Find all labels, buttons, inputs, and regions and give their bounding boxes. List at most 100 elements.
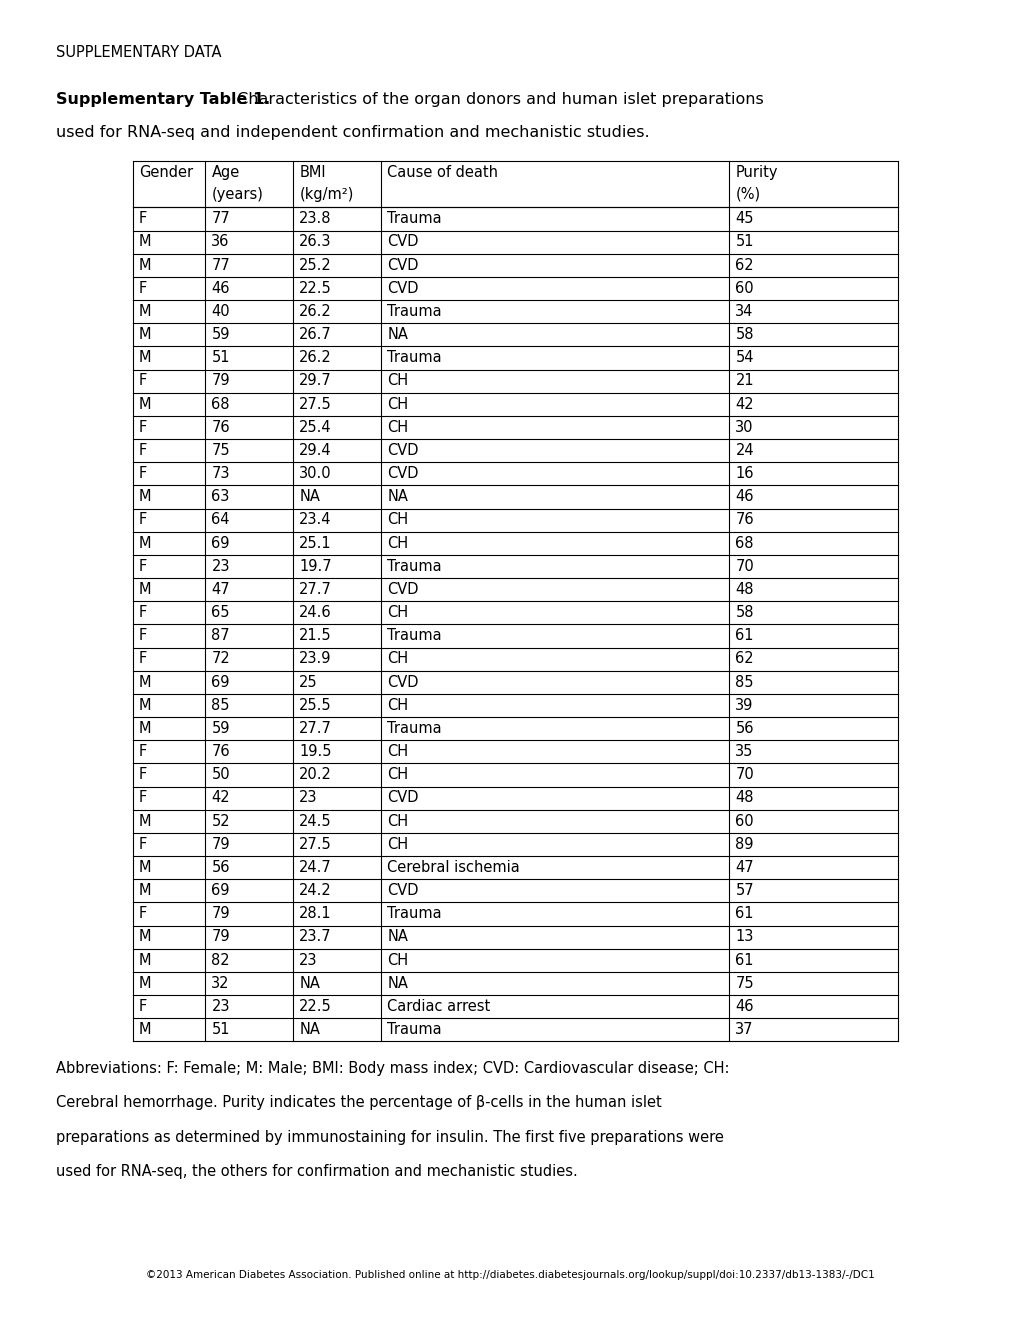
Text: 89: 89 bbox=[735, 837, 753, 851]
Text: 61: 61 bbox=[735, 953, 753, 968]
Text: CH: CH bbox=[387, 536, 408, 550]
Text: 59: 59 bbox=[211, 721, 229, 737]
Text: 24: 24 bbox=[735, 444, 753, 458]
Text: 21.5: 21.5 bbox=[300, 628, 331, 643]
Text: used for RNA-seq and independent confirmation and mechanistic studies.: used for RNA-seq and independent confirm… bbox=[56, 125, 649, 140]
Text: 85: 85 bbox=[211, 698, 229, 713]
Text: F: F bbox=[139, 512, 147, 528]
Text: 26.7: 26.7 bbox=[300, 327, 332, 342]
Text: F: F bbox=[139, 907, 147, 921]
Text: CH: CH bbox=[387, 396, 408, 412]
Text: 69: 69 bbox=[211, 536, 229, 550]
Text: 26.2: 26.2 bbox=[300, 350, 332, 366]
Text: 79: 79 bbox=[211, 929, 230, 945]
Text: 46: 46 bbox=[735, 490, 753, 504]
Text: CVD: CVD bbox=[387, 883, 419, 898]
Text: F: F bbox=[139, 837, 147, 851]
Text: F: F bbox=[139, 374, 147, 388]
Text: M: M bbox=[139, 350, 151, 366]
Text: M: M bbox=[139, 929, 151, 945]
Text: NA: NA bbox=[387, 327, 408, 342]
Text: 22.5: 22.5 bbox=[300, 999, 332, 1014]
Text: 23: 23 bbox=[300, 791, 318, 805]
Text: 23.7: 23.7 bbox=[300, 929, 331, 945]
Text: CH: CH bbox=[387, 374, 408, 388]
Text: 27.5: 27.5 bbox=[300, 396, 332, 412]
Text: Cerebral ischemia: Cerebral ischemia bbox=[387, 861, 520, 875]
Text: Trauma: Trauma bbox=[387, 304, 441, 319]
Text: NA: NA bbox=[300, 1022, 320, 1038]
Text: Purity: Purity bbox=[735, 165, 777, 180]
Text: 23: 23 bbox=[211, 558, 229, 574]
Text: 60: 60 bbox=[735, 813, 753, 829]
Text: used for RNA-seq, the others for confirmation and mechanistic studies.: used for RNA-seq, the others for confirm… bbox=[56, 1164, 578, 1179]
Text: NA: NA bbox=[300, 975, 320, 991]
Text: 51: 51 bbox=[211, 1022, 229, 1038]
Text: 61: 61 bbox=[735, 628, 753, 643]
Text: Trauma: Trauma bbox=[387, 907, 441, 921]
Text: 51: 51 bbox=[735, 235, 753, 249]
Text: 54: 54 bbox=[735, 350, 753, 366]
Text: CVD: CVD bbox=[387, 257, 419, 273]
Text: Cause of death: Cause of death bbox=[387, 165, 498, 180]
Text: (years): (years) bbox=[211, 187, 263, 202]
Text: CH: CH bbox=[387, 420, 408, 434]
Text: 62: 62 bbox=[735, 257, 753, 273]
Text: 22.5: 22.5 bbox=[300, 281, 332, 296]
Text: 75: 75 bbox=[211, 444, 230, 458]
Text: 77: 77 bbox=[211, 211, 230, 226]
Text: 76: 76 bbox=[211, 744, 230, 759]
Text: 58: 58 bbox=[735, 327, 753, 342]
Text: Abbreviations: F: Female; M: Male; BMI: Body mass index; CVD: Cardiovascular dis: Abbreviations: F: Female; M: Male; BMI: … bbox=[56, 1061, 729, 1076]
Text: 47: 47 bbox=[211, 582, 230, 597]
Text: F: F bbox=[139, 652, 147, 667]
Text: Cardiac arrest: Cardiac arrest bbox=[387, 999, 490, 1014]
Text: 35: 35 bbox=[735, 744, 753, 759]
Text: 58: 58 bbox=[735, 605, 753, 620]
Text: F: F bbox=[139, 420, 147, 434]
Text: 24.2: 24.2 bbox=[300, 883, 332, 898]
Text: 29.4: 29.4 bbox=[300, 444, 331, 458]
Text: CH: CH bbox=[387, 767, 408, 783]
Text: 79: 79 bbox=[211, 907, 230, 921]
Text: 50: 50 bbox=[211, 767, 230, 783]
Text: F: F bbox=[139, 211, 147, 226]
Text: 29.7: 29.7 bbox=[300, 374, 332, 388]
Text: F: F bbox=[139, 791, 147, 805]
Text: 26.3: 26.3 bbox=[300, 235, 331, 249]
Text: NA: NA bbox=[387, 929, 408, 945]
Text: M: M bbox=[139, 813, 151, 829]
Text: CVD: CVD bbox=[387, 444, 419, 458]
Text: M: M bbox=[139, 536, 151, 550]
Text: NA: NA bbox=[387, 975, 408, 991]
Text: F: F bbox=[139, 767, 147, 783]
Text: 76: 76 bbox=[735, 512, 753, 528]
Text: 85: 85 bbox=[735, 675, 753, 689]
Text: CH: CH bbox=[387, 512, 408, 528]
Text: CVD: CVD bbox=[387, 281, 419, 296]
Text: 19.5: 19.5 bbox=[300, 744, 331, 759]
Text: F: F bbox=[139, 444, 147, 458]
Text: 48: 48 bbox=[735, 582, 753, 597]
Text: 25.4: 25.4 bbox=[300, 420, 331, 434]
Text: 46: 46 bbox=[211, 281, 229, 296]
Text: 32: 32 bbox=[211, 975, 229, 991]
Text: Trauma: Trauma bbox=[387, 558, 441, 574]
Text: 47: 47 bbox=[735, 861, 753, 875]
Text: M: M bbox=[139, 304, 151, 319]
Text: M: M bbox=[139, 675, 151, 689]
Text: M: M bbox=[139, 953, 151, 968]
Text: 73: 73 bbox=[211, 466, 229, 482]
Text: F: F bbox=[139, 605, 147, 620]
Text: 42: 42 bbox=[211, 791, 230, 805]
Text: M: M bbox=[139, 975, 151, 991]
Text: CVD: CVD bbox=[387, 791, 419, 805]
Text: 27.5: 27.5 bbox=[300, 837, 332, 851]
Text: 79: 79 bbox=[211, 837, 230, 851]
Text: F: F bbox=[139, 744, 147, 759]
Text: 61: 61 bbox=[735, 907, 753, 921]
Text: 25.5: 25.5 bbox=[300, 698, 331, 713]
Text: 62: 62 bbox=[735, 652, 753, 667]
Text: 59: 59 bbox=[211, 327, 229, 342]
Text: 23.8: 23.8 bbox=[300, 211, 331, 226]
